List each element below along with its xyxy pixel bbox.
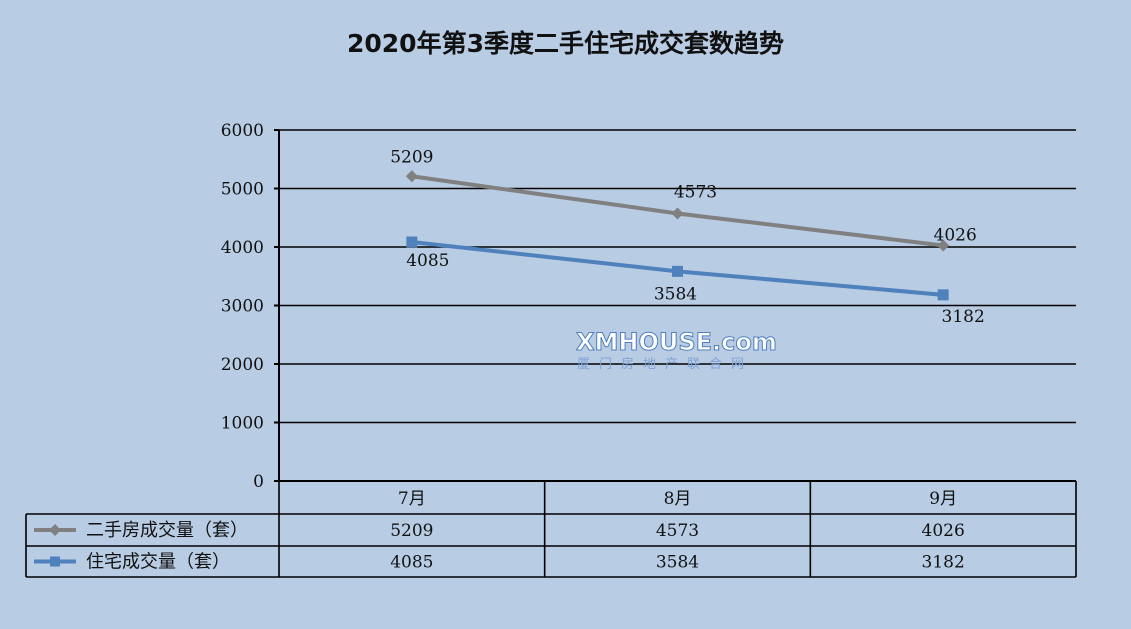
y-tick-label: 4000 xyxy=(221,238,264,258)
data-label: 4573 xyxy=(674,182,717,202)
table-cell: 4026 xyxy=(922,521,965,541)
table-cell: 3584 xyxy=(656,553,699,573)
y-tick-label: 2000 xyxy=(221,355,264,375)
data-point xyxy=(671,207,684,220)
legend-label: 住宅成交量（套） xyxy=(86,552,230,573)
table-cell: 4085 xyxy=(390,553,433,573)
data-label: 4026 xyxy=(934,225,977,245)
legend-marker xyxy=(50,556,60,567)
data-point xyxy=(937,289,949,301)
data-label: 5209 xyxy=(390,147,433,167)
chart-title: 2020年第3季度二手住宅成交套数趋势 xyxy=(347,29,784,58)
series-lines: 5209 4573 4026 4085 3584 3182 xyxy=(390,147,985,327)
table-cell: 3182 xyxy=(922,553,965,573)
category-label: 9月 xyxy=(929,489,957,509)
category-label: 7月 xyxy=(398,489,426,509)
legend-label: 二手房成交量（套） xyxy=(86,520,248,541)
data-point xyxy=(672,265,683,277)
data-label: 4085 xyxy=(406,251,449,271)
data-point xyxy=(406,236,418,248)
y-tick-label: 1000 xyxy=(221,414,264,434)
table-cell: 5209 xyxy=(390,521,433,541)
category-label: 8月 xyxy=(664,489,692,509)
y-tick-labels: 0 1000 2000 3000 4000 5000 6000 xyxy=(221,121,264,492)
axes xyxy=(274,129,280,482)
data-label: 3182 xyxy=(942,307,985,327)
y-tick-label: 3000 xyxy=(221,297,264,317)
watermark-logo: XMHOUSE.com 厦门房地产联合网 xyxy=(576,328,778,373)
data-point xyxy=(937,239,950,252)
legend-marker xyxy=(49,524,61,536)
watermark-subtitle: 厦门房地产联合网 xyxy=(577,356,753,372)
data-point xyxy=(405,170,418,183)
y-tick-label: 6000 xyxy=(221,121,264,141)
table-cell: 4573 xyxy=(656,521,699,541)
y-tick-label: 5000 xyxy=(221,180,264,200)
watermark-brand: XMHOUSE.com xyxy=(576,328,777,356)
y-tick-label: 0 xyxy=(253,472,264,492)
data-label: 3584 xyxy=(654,284,697,304)
